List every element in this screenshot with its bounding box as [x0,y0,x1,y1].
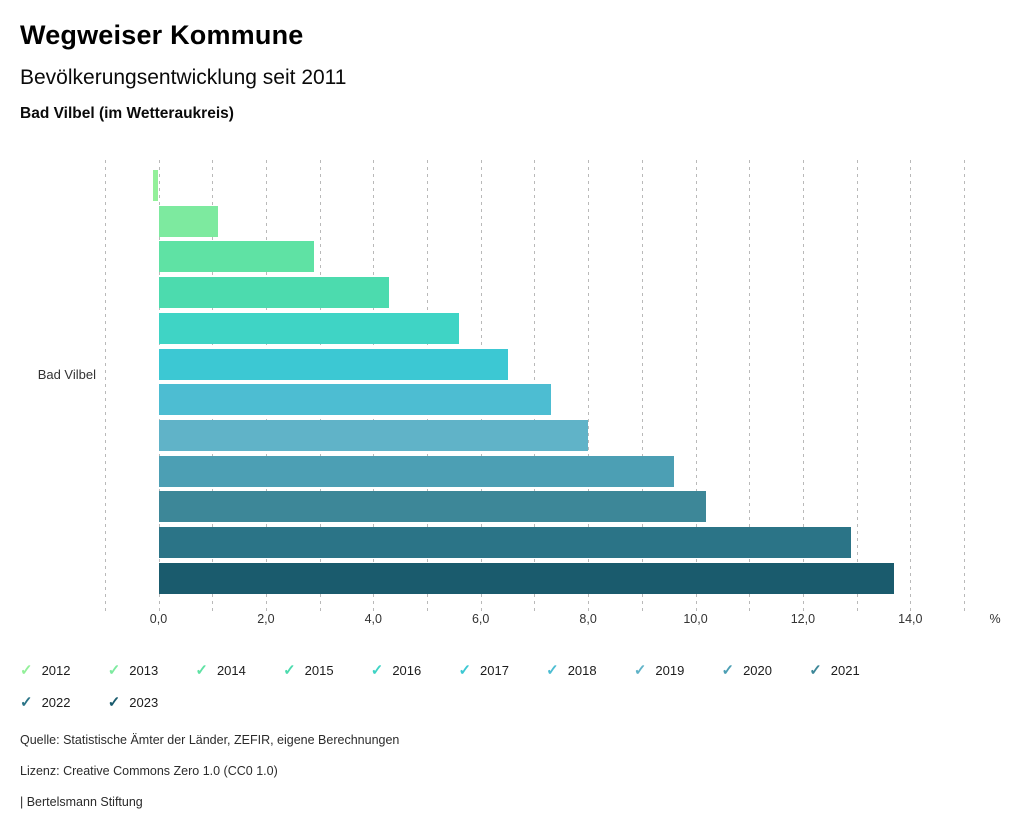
legend-label-2014: 2014 [216,662,246,678]
legend-label-2015: 2015 [304,662,334,678]
bar-chart-plot: Bad Vilbel [0,160,1024,612]
legend-label-2017: 2017 [480,662,509,678]
legend-item-2023[interactable]: ✓ 2023 [108,690,196,714]
legend-label-2013: 2013 [129,662,159,678]
legend-item-2020[interactable]: ✓ 2020 [722,658,810,682]
chart-subtitle: Bevölkerungsentwicklung seit 2011 [20,66,347,89]
legend-check-icon-2013: ✓ [107,661,121,679]
source-note: Quelle: Statistische Ämter der Länder, Z… [20,733,400,747]
bar-2023[interactable] [158,562,895,594]
bar-2019[interactable] [158,419,589,451]
legend-check-icon-2022: ✓ [20,693,33,711]
gridline-12 [802,160,804,612]
legend-item-2015[interactable]: ✓ 2015 [283,658,371,682]
gridline--1 [104,160,106,612]
bar-2021[interactable] [158,491,707,523]
x-tick-14: 14,0 [898,612,923,626]
legend-item-2012[interactable]: ✓ 2012 [20,658,108,682]
bar-2018[interactable] [158,384,551,416]
legend-check-icon-2021: ✓ [809,661,822,679]
legend-label-2018: 2018 [567,662,597,678]
x-tick-2: 2,0 [257,612,275,626]
gridline-14 [910,160,912,612]
x-tick-12: 12,0 [790,612,816,626]
legend-check-icon-2016: ✓ [370,661,384,679]
x-tick-0: 0,0 [149,612,168,626]
bar-2020[interactable] [158,455,675,487]
legend-label-2023: 2023 [129,694,159,710]
legend-item-2021[interactable]: ✓ 2021 [809,658,897,682]
legend-item-2016[interactable]: ✓ 2016 [371,658,459,682]
legend-check-icon-2012: ✓ [20,661,33,679]
bar-2017[interactable] [158,348,508,380]
gridline-9 [641,160,643,612]
legend-item-2018[interactable]: ✓ 2018 [546,658,634,682]
gridline-15 [964,160,965,612]
page-title: Wegweiser Kommune [20,20,304,50]
x-tick-6: 6,0 [471,612,490,626]
legend-check-icon-2015: ✓ [283,661,296,679]
gridline-11 [749,160,751,612]
bar-2016[interactable] [158,312,460,344]
legend-label-2019: 2019 [655,662,685,678]
legend-label-2020: 2020 [743,662,772,678]
legend-check-icon-2017: ✓ [458,661,472,679]
gridline-13 [856,160,858,612]
bar-2014[interactable] [158,241,315,273]
x-tick-8: 8,0 [579,612,597,626]
x-tick-4: 4,0 [364,612,382,626]
bar-2012[interactable] [153,170,159,201]
attribution-note: | Bertelsmann Stiftung [20,795,143,809]
legend-check-icon-2018: ✓ [546,661,559,679]
legend-item-2019[interactable]: ✓ 2019 [634,658,722,682]
legend-check-icon-2020: ✓ [721,661,735,679]
legend-label-2012: 2012 [41,662,71,678]
license-note: Lizenz: Creative Commons Zero 1.0 (CC0 1… [20,764,278,778]
legend-label-2016: 2016 [392,662,422,678]
x-axis: % 0,0 2,0 4,0 6,0 8,0 10,0 12,0 14,0 [0,608,1024,630]
legend-item-2022[interactable]: ✓ 2022 [20,690,108,714]
bar-2013[interactable] [158,205,218,237]
legend-label-2021: 2021 [830,662,860,678]
legend-label-2022: 2022 [41,694,71,710]
legend-item-2013[interactable]: ✓ 2013 [108,658,196,682]
legend-item-2014[interactable]: ✓ 2014 [195,658,283,682]
gridline-8 [588,160,590,612]
chart-legend: ✓ 2012 ✓ 2013 ✓ 2014 ✓ 2015 ✓ 2016 ✓ 2017 ✓ 2018 ✓ 2019… [20,658,920,714]
gridline-10 [695,160,697,612]
bar-2015[interactable] [158,277,390,309]
bar-2022[interactable] [158,527,852,558]
x-axis-unit-label: % [989,612,1001,626]
chart-region-label: Bad Vilbel (im Wetteraukreis) [20,105,234,122]
legend-item-2017[interactable]: ✓ 2017 [458,658,546,682]
legend-check-icon-2014: ✓ [195,661,208,679]
y-axis-category-label: Bad Vilbel [37,367,96,382]
x-tick-10: 10,0 [683,612,708,626]
legend-check-icon-2023: ✓ [107,693,121,711]
legend-check-icon-2019: ✓ [633,661,647,679]
